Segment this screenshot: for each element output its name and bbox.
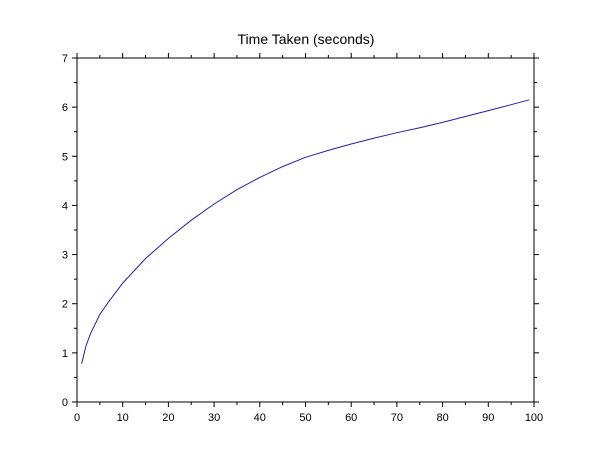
- x-tick-label: 30: [208, 412, 220, 424]
- x-tick-label: 90: [482, 412, 494, 424]
- x-tick-labels: 0 10 20 30 40 50 60 70 80 90 100: [74, 412, 543, 424]
- y-tick-label: 5: [62, 151, 68, 163]
- y-tick-label: 2: [62, 299, 68, 311]
- x-tick-label: 80: [436, 412, 448, 424]
- y-tick-label: 4: [62, 200, 68, 212]
- x-tick-label: 20: [162, 412, 174, 424]
- x-tick-label: 70: [391, 412, 403, 424]
- x-tick-label: 40: [254, 412, 266, 424]
- x-tick-label: 10: [117, 412, 129, 424]
- x-tick-label: 100: [525, 412, 543, 424]
- plot-area: [76, 57, 535, 403]
- y-tick-label: 1: [62, 348, 68, 360]
- chart-title: Time Taken (seconds): [238, 31, 375, 47]
- x-tick-label: 50: [299, 412, 311, 424]
- y-tick-labels: 0 1 2 3 4 5 6 7: [62, 53, 68, 409]
- y-tick-label: 6: [62, 102, 68, 114]
- x-tick-label: 60: [345, 412, 357, 424]
- axis-ticks: [72, 53, 539, 407]
- y-tick-label: 3: [62, 250, 68, 262]
- series-line: [81, 99, 530, 364]
- y-tick-label: 7: [62, 53, 68, 65]
- x-tick-label: 0: [74, 412, 80, 424]
- y-tick-label: 0: [62, 397, 68, 409]
